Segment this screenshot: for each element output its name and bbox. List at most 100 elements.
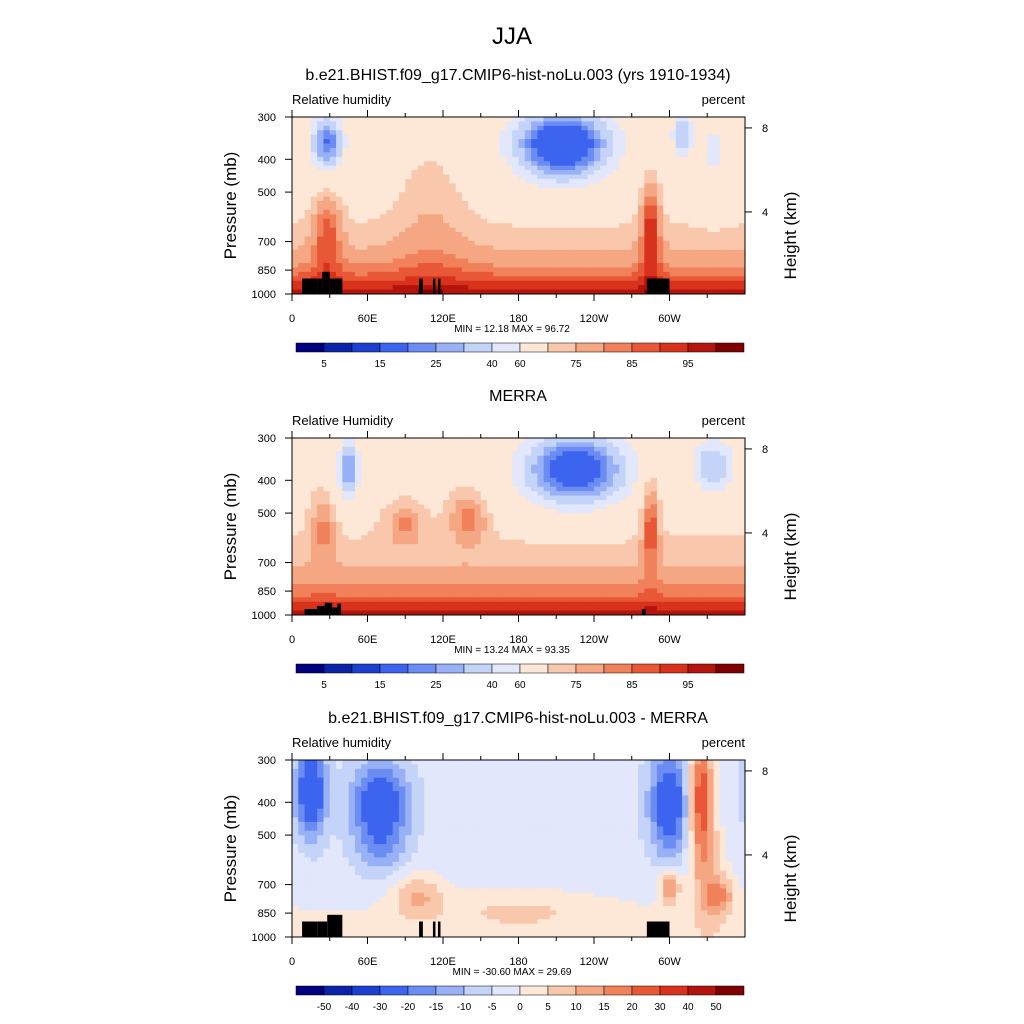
contour-cell [443,214,450,220]
contour-cell [675,517,683,523]
contour-cell [455,530,463,536]
contour-cell [443,143,450,149]
contour-cell [612,486,620,492]
contour-cell [631,557,639,563]
contour-cell [656,477,664,483]
contour-cell [738,460,745,466]
contour-cell [675,553,683,559]
contour-cell [675,174,683,180]
contour-cell [549,161,557,167]
contour-cell [449,240,457,246]
contour-cell [411,553,419,559]
contour-cell [600,482,608,488]
contour-cell [675,495,683,501]
contour-cell [474,468,482,474]
contour-cell [304,236,312,242]
contour-cell [292,147,299,153]
contour-cell [707,468,715,474]
contour-cell [336,271,343,277]
contour-cell [631,139,639,145]
contour-cell [694,236,702,242]
contour-cell [713,451,721,457]
contour-cell [650,446,658,452]
contour-cell [675,468,683,474]
contour-cell [493,477,501,483]
contour-cell [298,121,306,127]
contour-cell [354,499,362,505]
contour-cell [732,227,740,233]
contour-cell [398,161,406,167]
contour-cell [298,561,306,567]
contour-cell [298,249,306,255]
contour-cell [336,156,343,162]
contour-cell [398,192,406,198]
contour-cell [562,276,570,282]
contour-cell [342,227,350,233]
contour-cell [707,249,715,255]
contour-cell [694,249,702,255]
contour-cell [726,522,734,528]
contour-cell [594,143,601,149]
contour-cell [612,499,620,505]
contour-cell [531,209,538,215]
contour-cell [600,508,608,514]
contour-cell [424,165,432,171]
contour-cell [436,508,444,514]
contour-cell [556,289,564,294]
contour-cell [682,130,689,136]
contour-cell [568,557,576,563]
contour-cell [292,130,299,136]
contour-cell [732,192,740,198]
contour-cell [461,232,469,238]
contour-cell [512,240,520,246]
contour-cell [594,117,601,123]
contour-cell [738,152,745,158]
contour-cell [304,205,312,211]
contour-cell [631,477,639,483]
contour-cell [631,152,639,158]
contour-cell [650,553,658,559]
contour-cell [537,183,545,189]
contour-cell [707,156,715,162]
contour-cell [581,165,589,171]
contour-cell [373,258,381,264]
contour-cell [606,121,614,127]
contour-cell [323,117,331,123]
contour-cell [556,539,564,545]
contour-cell [738,451,745,457]
contour-cell [562,156,570,162]
contour-cell [638,263,645,269]
contour-cell [688,249,696,255]
contour-cell [543,187,551,193]
contour-cell [682,446,689,452]
contour-cell [304,117,312,123]
contour-cell [719,174,727,180]
contour-cell [726,161,734,167]
contour-cell [738,522,745,528]
contour-cell [606,201,614,207]
contour-cell [726,183,734,189]
contour-cell [644,192,652,198]
contour-cell [575,130,583,136]
contour-cell [304,125,312,131]
contour-cell [581,548,589,554]
contour-cell [292,227,299,233]
contour-cell [323,464,331,470]
contour-cell [619,482,627,488]
contour-cell [398,530,406,536]
contour-cell [373,526,381,532]
contour-cell [405,156,413,162]
contour-cell [575,460,583,466]
contour-cell [304,254,312,260]
contour-cell [719,280,727,286]
contour-cell [367,451,375,457]
contour-cell [392,254,400,260]
contour-cell [317,232,325,238]
contour-cell [600,464,608,470]
contour-cell [436,499,444,505]
contour-cell [317,517,325,523]
contour-cell [336,544,343,550]
contour-cell [487,240,494,246]
panels: b.e21.BHIST.f09_g17.CMIP6-hist-noLu.003 … [221,67,800,1013]
contour-cell [650,539,658,545]
